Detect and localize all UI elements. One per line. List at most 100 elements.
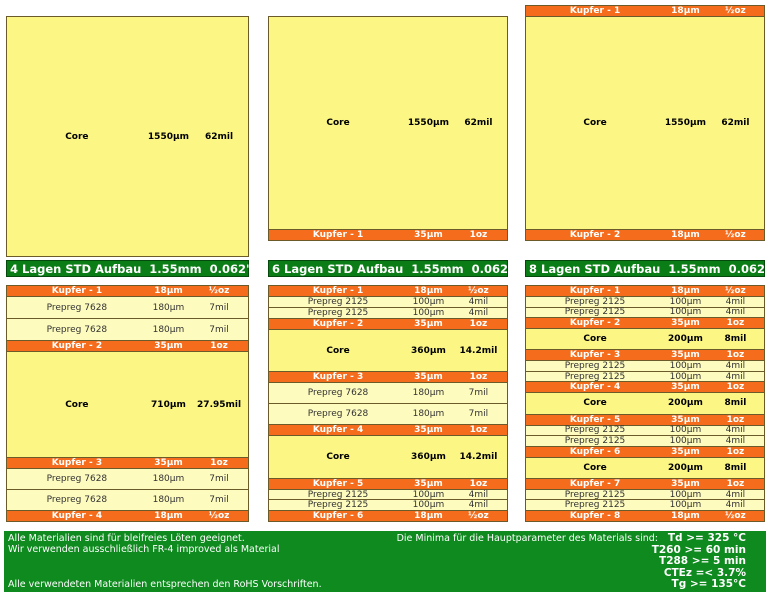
layer-thickness: 100µm	[412, 500, 445, 510]
layer-row: Prepreg 2125 100µm 4mil	[525, 297, 765, 308]
layer-thickness: 35µm	[414, 319, 443, 329]
layer-weight: 1oz	[469, 230, 488, 240]
layer-name: Core	[326, 345, 350, 356]
layer-thickness: 100µm	[412, 489, 445, 500]
layer-row: Kupfer - 3 35µm 1oz	[525, 350, 765, 362]
layer-weight: 4mil	[468, 297, 489, 307]
layer-row: Prepreg 2125 100µm 4mil	[525, 490, 765, 501]
layer-row: Kupfer - 1 35µm 1oz	[268, 230, 508, 241]
layer-name: Prepreg 2125	[564, 425, 626, 436]
layer-row: Kupfer - 2 18µm ½oz	[525, 230, 765, 241]
layer-name: Prepreg 7628	[46, 324, 108, 335]
layer-thickness: 1550µm	[664, 118, 706, 128]
layer-thickness: 35µm	[414, 230, 443, 240]
layer-thickness: 1550µm	[147, 131, 189, 142]
layer-row: Kupfer - 1 18µm ½oz	[6, 285, 249, 297]
layer-thickness: 35µm	[671, 446, 700, 457]
layer-thickness: 18µm	[671, 6, 700, 16]
layer-thickness: 18µm	[414, 511, 443, 521]
layer-thickness: 100µm	[669, 489, 702, 500]
layer-row: Kupfer - 4 35µm 1oz	[268, 425, 508, 436]
layer-name: Prepreg 7628	[46, 302, 108, 313]
layer-weight: 1oz	[469, 425, 488, 435]
layer-row: Prepreg 2125 100µm 4mil	[525, 307, 765, 318]
layer-thickness: 180µm	[412, 388, 445, 398]
layer-thickness: 18µm	[671, 286, 700, 296]
layer-row: Kupfer - 1 18µm ½oz	[525, 5, 765, 17]
layer-row: Prepreg 7628 180µm 7mil	[6, 469, 249, 490]
layer-thickness: 200µm	[668, 398, 703, 409]
layer-weight: 8mil	[724, 334, 747, 345]
layer-weight: 1oz	[726, 414, 745, 425]
layer-weight: 4mil	[468, 489, 489, 500]
layer-name: Prepreg 2125	[564, 371, 626, 382]
layer-row: Prepreg 2125 100µm 4mil	[268, 297, 508, 308]
layer-thickness: 360µm	[411, 452, 446, 462]
layer-weight: 7mil	[468, 409, 489, 419]
layer-row: Kupfer - 5 35µm 1oz	[525, 414, 765, 426]
layer-name: Core	[583, 118, 607, 128]
layer-thickness: 200µm	[668, 462, 703, 473]
layer-name: Kupfer - 7	[569, 478, 621, 489]
layer-weight: ½oz	[725, 230, 746, 240]
layer-weight: 7mil	[209, 302, 229, 313]
layer-weight: 62mil	[464, 118, 493, 128]
layer-row: Kupfer - 3 35µm 1oz	[6, 458, 249, 469]
layer-row: Kupfer - 6 18µm ½oz	[268, 511, 508, 522]
layer-row: Kupfer - 7 35µm 1oz	[525, 478, 765, 490]
layer-thickness: 35µm	[671, 382, 700, 393]
layer-thickness: 100µm	[669, 296, 702, 307]
layer-thickness: 35µm	[414, 372, 443, 382]
layer-name: Kupfer - 1	[51, 286, 103, 296]
layer-name: Kupfer - 4	[51, 511, 103, 521]
layer-name: Kupfer - 1	[312, 286, 364, 296]
layer-name: Prepreg 2125	[564, 361, 626, 371]
layer-name: Kupfer - 8	[569, 510, 621, 521]
minima-value: Td >= 325 °C	[667, 532, 746, 544]
layer-thickness: 1550µm	[407, 118, 449, 128]
layer-name: Core	[583, 462, 607, 473]
layer-row: Prepreg 7628 180µm 7mil	[268, 383, 508, 404]
layer-thickness: 35µm	[414, 425, 443, 435]
layer-thickness: 18µm	[154, 286, 183, 296]
layer-name: Prepreg 7628	[46, 474, 108, 484]
layer-weight: 1oz	[210, 458, 228, 468]
layer-name: Prepreg 2125	[564, 489, 626, 500]
layer-name: Prepreg 2125	[564, 307, 626, 318]
layer-row: Kupfer - 1 18µm ½oz	[525, 285, 765, 297]
layer-row: Prepreg 7628 180µm 7mil	[6, 319, 249, 341]
layer-weight: 14.2mil	[459, 345, 498, 356]
layer-weight: 4mil	[725, 425, 746, 436]
layer-thickness: 35µm	[154, 458, 183, 468]
layer-row: Prepreg 2125 100µm 4mil	[525, 436, 765, 447]
layer-thickness: 200µm	[668, 334, 703, 345]
layer-name: Core	[65, 399, 89, 410]
layer-name: Kupfer - 3	[569, 350, 621, 361]
layer-thickness: 35µm	[671, 478, 700, 489]
layer-thickness: 100µm	[669, 307, 702, 318]
layer-thickness: 18µm	[154, 511, 183, 521]
layer-weight: 4mil	[468, 500, 489, 510]
layer-name: Prepreg 7628	[307, 388, 369, 398]
layer-weight: 4mil	[468, 308, 489, 318]
layer-row: Prepreg 7628 180µm 7mil	[268, 404, 508, 425]
layer-weight: 27.95mil	[197, 399, 242, 410]
layer-weight: ½oz	[725, 6, 746, 16]
layer-row: Kupfer - 1 18µm ½oz	[268, 285, 508, 297]
layer-name: Kupfer - 1	[569, 6, 621, 16]
layer-weight: 1oz	[726, 382, 745, 393]
layer-row: Core 200µm 8mil	[525, 457, 765, 479]
layer-name: Kupfer - 2	[312, 319, 364, 329]
layer-row: Prepreg 7628 180µm 7mil	[6, 297, 249, 319]
layer-name: Core	[583, 334, 607, 345]
layer-weight: 4mil	[725, 500, 746, 510]
minima-heading: Die Minima für die Hauptparameter des Ma…	[396, 533, 658, 544]
layer-thickness: 180µm	[152, 324, 185, 335]
layer-thickness: 180µm	[412, 409, 445, 419]
layer-weight: ½oz	[208, 286, 230, 296]
layer-weight: ½oz	[725, 510, 746, 521]
footer-note: Wir verwenden ausschließlich FR-4 improv…	[8, 544, 280, 555]
layer-weight: 1oz	[469, 372, 488, 382]
minima-value: CTEz =< 3.7%	[663, 566, 746, 579]
